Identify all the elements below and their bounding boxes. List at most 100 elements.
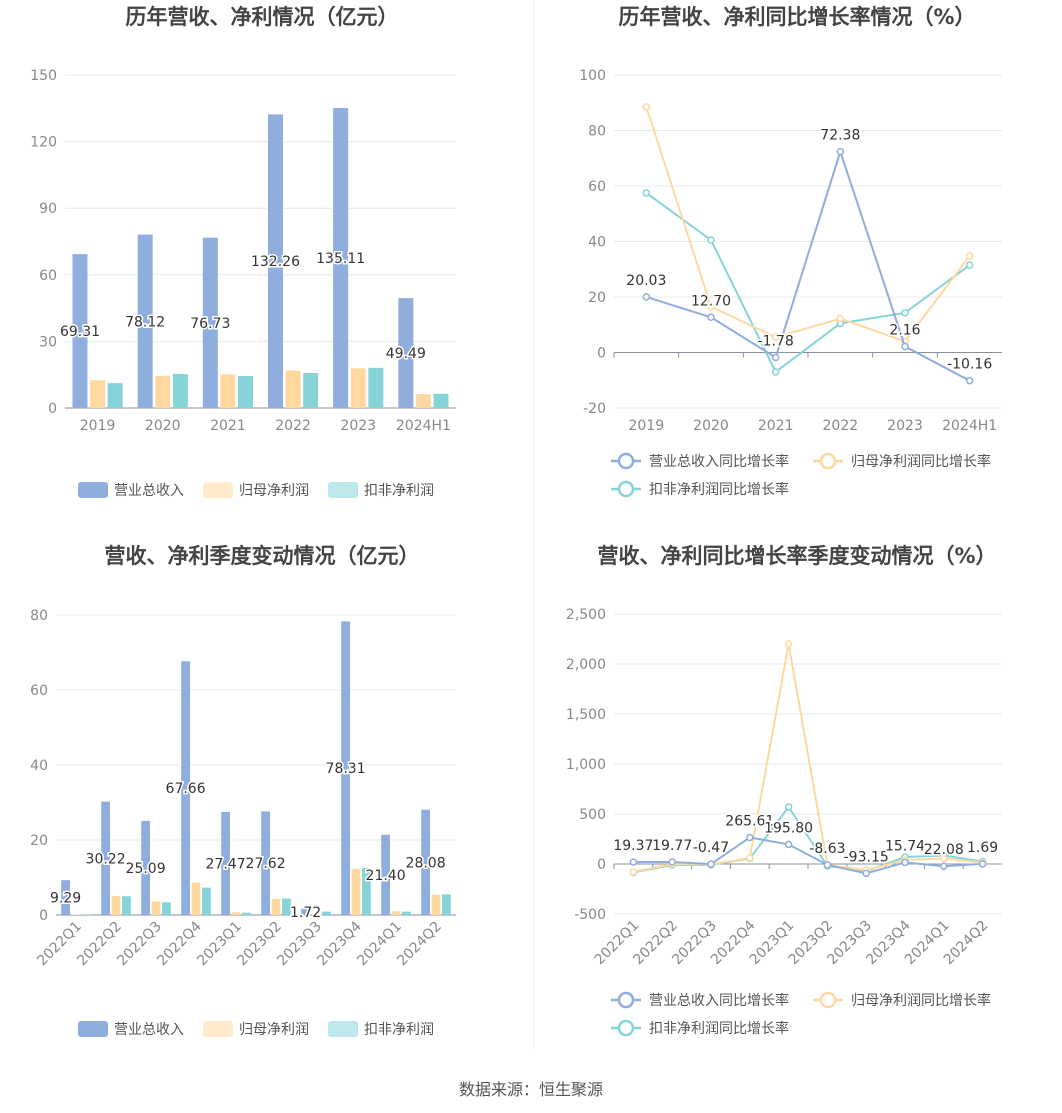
series-point [642,103,651,111]
bar-net-profit [415,394,431,408]
line-data-label: 2.16 [889,323,920,339]
y-tick-label: 1,500 [566,707,606,723]
series-point [642,293,651,301]
bar-net-profit [155,375,171,408]
legend-marker [617,452,635,470]
bar-revenue [137,234,153,408]
legend-swatch [78,482,108,498]
series-line [645,192,971,374]
y-tick-label: 40 [30,758,48,774]
bar-data-label: 21.40 [366,868,406,884]
series-point [823,861,832,869]
bar-revenue [261,811,270,915]
series-point [940,862,948,870]
bar-revenue [381,834,390,915]
series-point [978,860,987,868]
y-tick-label: 120 [30,135,57,151]
line-data-label: 12.70 [691,293,731,309]
y-tick-label: 2,000 [566,657,606,673]
legend-label: 归母净利润同比增长率 [851,992,991,1009]
legend-label: 扣非净利润 [364,1022,434,1038]
bar-deducted-profit [122,896,131,915]
y-tick-label: -20 [583,401,606,417]
bar-deducted-profit [322,911,331,915]
series-line [633,836,983,875]
quarterly-revenue-profit-svg: 营收、净利季度变动情况（亿元）0204060802022Q12022Q22022… [30,544,456,1038]
bar-deducted-profit [202,887,211,915]
bar-net-profit [350,368,366,408]
series-point [642,189,651,197]
bar-data-label: 28.08 [406,855,446,871]
bar-revenue [181,661,190,915]
line-data-label: 195.80 [764,820,813,836]
legend-label: 扣非净利润同比增长率 [649,481,789,498]
line-data-label: 19.37 [613,838,653,854]
y-tick-label: 60 [588,179,606,195]
bar-revenue [72,254,88,408]
series-point [707,302,715,311]
annual-growth-rate-svg: 历年营收、净利同比增长率情况（%） -20 0 20 40 60 80 100 2019 2020… [579,5,1002,498]
bar-deducted-profit [402,911,411,915]
line-data-label: -1.78 [758,333,794,349]
bar-data-label: 1.72 [290,905,321,921]
legend-marker [617,480,635,498]
bar-revenue [141,820,150,915]
bar-revenue [341,621,350,915]
series-point [940,854,948,863]
quarterly-revenue-profit-chart: 营收、净利季度变动情况（亿元） 0 20 40 60 80 2022Q1 2022Q2 2022… [0,535,531,1075]
legend-label: 营业总收入 [114,1022,184,1038]
series-point [965,261,974,269]
x-tick-label: 2023 [340,418,376,434]
bar-data-label: 27.62 [246,856,286,872]
series-point [901,858,909,867]
series-point [771,333,780,341]
series-point [784,840,793,849]
y-tick-label: 20 [30,833,48,849]
bar-net-profit [271,898,281,915]
y-tick-label: 20 [588,290,606,306]
series-point [784,803,793,811]
x-tick-label: 2021 [758,418,794,434]
x-tick-label: 2019 [629,418,665,434]
y-tick-label: 60 [30,683,48,699]
bar-net-profit [391,911,401,915]
bar-net-profit [151,901,161,915]
bar-revenue [398,298,414,408]
y-tick-label: 40 [588,235,606,251]
series-point [836,147,845,156]
legend-label: 营业总收入同比增长率 [649,992,789,1009]
bar-deducted-profit [238,376,254,408]
y-tick-label: 150 [30,68,57,84]
legend-label: 扣非净利润同比增长率 [649,1020,789,1037]
series-line [646,148,971,382]
chart-title: 历年营收、净利同比增长率情况（%） [618,5,975,29]
chart-title: 历年营收、净利情况（亿元） [126,5,399,29]
bar-net-profit [111,895,121,915]
bar-deducted-profit [107,383,123,408]
bar-deducted-profit [162,902,171,915]
y-tick-label: 0 [597,857,606,873]
series-point [784,640,793,648]
bar-data-label: 69.31 [60,324,100,340]
x-tick-label: 2020 [145,418,181,434]
annual-revenue-profit-svg: 历年营收、净利情况（亿元） 0 30 60 90 120 150 2019 2020 2021 20… [30,5,456,499]
bar-data-label: 132.26 [251,254,300,270]
series-point [901,309,909,317]
bar-revenue [421,809,430,915]
bar-net-profit [231,912,241,915]
bar-data-label: 78.12 [125,314,165,330]
line-data-label: -8.63 [809,841,845,857]
series-line [645,106,971,343]
series-point [771,353,780,362]
series-point [629,868,638,876]
y-tick-label: 60 [39,268,57,284]
y-tick-label: 30 [39,334,57,350]
bar-net-profit [311,914,321,915]
bar-data-label: 78.31 [326,761,366,777]
y-tick-label: 80 [588,124,606,140]
x-tick-label: 2022 [275,418,311,434]
x-tick-label: 2024Q2 [394,919,445,970]
annual-growth-rate-chart: 历年营收、净利同比增长率情况（%） -20 0 20 40 60 80 100 2019 2020… [531,0,1062,540]
legend-swatch [328,482,358,498]
bar-data-label: 30.22 [86,851,126,867]
